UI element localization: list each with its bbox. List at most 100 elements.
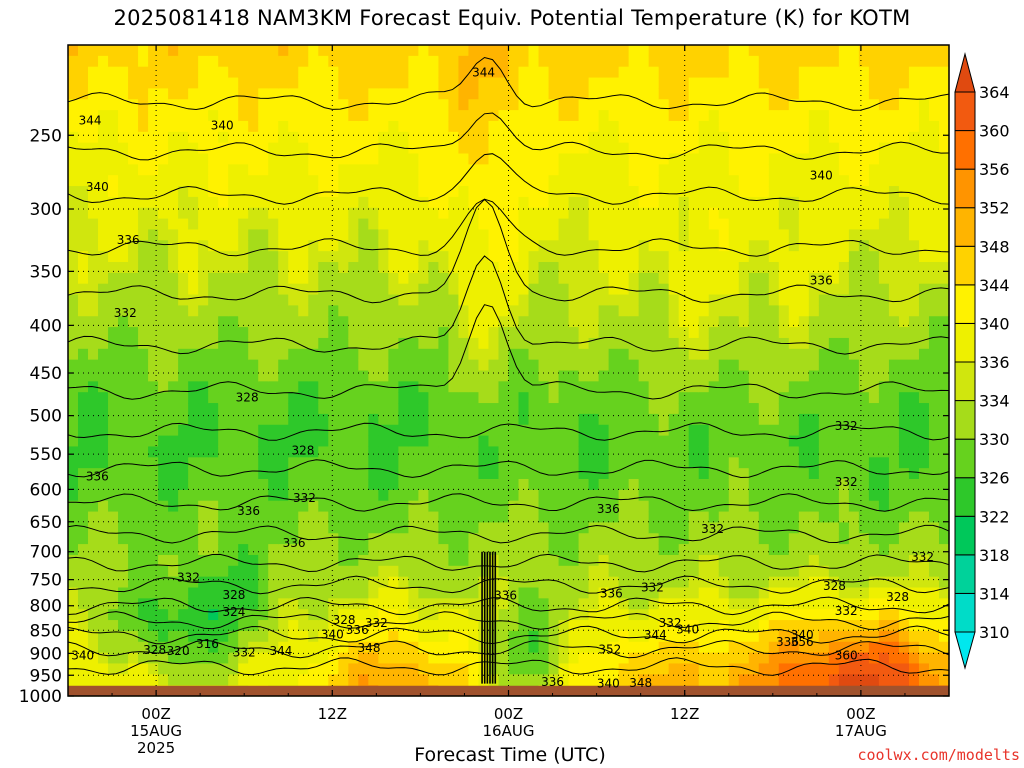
field-cell: [288, 164, 299, 176]
field-cell: [648, 45, 660, 57]
field-cell: [308, 142, 319, 155]
field-cell: [618, 522, 630, 534]
field-cell: [848, 457, 860, 469]
field-cell: [878, 186, 890, 198]
field-cell: [698, 153, 710, 165]
field-cell: [98, 153, 109, 165]
field-cell: [608, 381, 620, 393]
field-cell: [658, 370, 670, 382]
field-cell: [738, 99, 750, 111]
field-cell: [728, 120, 740, 133]
field-cell: [118, 110, 129, 122]
field-cell: [558, 337, 570, 350]
field-cell: [118, 262, 129, 274]
field-cell: [228, 489, 239, 502]
field-cell: [428, 88, 440, 100]
field-cell: [78, 120, 89, 133]
field-cell: [178, 446, 189, 458]
field-cell: [358, 88, 369, 100]
field-cell: [68, 327, 79, 339]
field-cell: [278, 641, 289, 654]
field-cell: [628, 424, 640, 437]
field-cell: [768, 120, 780, 133]
field-cell: [528, 327, 540, 339]
field-cell: [218, 99, 229, 111]
field-cell: [108, 207, 119, 220]
field-cell: [678, 598, 690, 610]
field-cell: [528, 196, 540, 209]
field-cell: [418, 120, 430, 133]
field-cell: [558, 533, 570, 545]
field-cell: [808, 609, 820, 621]
field-cell: [818, 468, 830, 480]
field-cell: [858, 359, 870, 372]
field-cell: [448, 630, 460, 643]
field-cell: [398, 196, 409, 209]
field-cell: [278, 576, 289, 589]
field-cell: [178, 251, 189, 263]
field-cell: [848, 110, 860, 122]
field-cell: [818, 55, 830, 68]
field-cell: [108, 218, 119, 231]
field-cell: [208, 500, 219, 513]
field-cell: [268, 359, 279, 372]
field-cell: [468, 218, 480, 231]
field-cell: [338, 609, 349, 621]
field-cell: [468, 500, 480, 513]
field-cell: [548, 45, 560, 57]
field-cell: [578, 554, 590, 567]
field-cell: [758, 327, 770, 339]
field-cell: [528, 186, 540, 198]
field-cell: [428, 229, 440, 241]
field-cell: [748, 251, 760, 263]
field-cell: [638, 305, 650, 317]
field-cell: [718, 609, 730, 621]
field-cell: [568, 77, 580, 89]
field-cell: [128, 620, 139, 632]
field-cell: [318, 533, 329, 545]
field-cell: [888, 294, 900, 306]
field-cell: [498, 283, 510, 296]
field-cell: [488, 511, 500, 523]
field-cell: [778, 533, 790, 545]
field-cell: [778, 153, 790, 165]
field-cell: [488, 576, 500, 589]
field-cell: [248, 576, 259, 589]
chart-title: 2025081418 NAM3KM Forecast Equiv. Potent…: [113, 6, 911, 30]
field-cell: [548, 544, 560, 556]
field-cell: [78, 359, 89, 372]
field-cell: [228, 272, 239, 285]
field-cell: [598, 370, 610, 382]
field-cell: [88, 88, 99, 100]
field-cell: [748, 272, 760, 285]
field-cell: [798, 316, 810, 328]
field-cell: [428, 370, 440, 382]
field-cell: [678, 262, 690, 274]
field-cell: [298, 674, 309, 686]
field-cell: [168, 218, 179, 231]
field-cell: [878, 45, 890, 57]
field-cell: [728, 66, 740, 79]
field-cell: [528, 120, 540, 133]
field-cell: [248, 381, 259, 393]
field-cell: [628, 479, 640, 491]
field-cell: [438, 620, 450, 632]
field-cell: [348, 652, 359, 665]
field-cell: [758, 620, 770, 632]
field-cell: [218, 327, 229, 339]
field-cell: [568, 674, 580, 686]
field-cell: [368, 348, 379, 361]
field-cell: [578, 55, 590, 68]
field-cell: [738, 272, 750, 285]
field-cell: [618, 424, 630, 437]
field-cell: [798, 630, 810, 643]
field-cell: [448, 305, 460, 317]
field-cell: [488, 110, 500, 122]
field-cell: [268, 327, 279, 339]
field-cell: [628, 468, 640, 480]
field-cell: [538, 511, 550, 523]
field-cell: [428, 533, 440, 545]
field-cell: [288, 370, 299, 382]
field-cell: [818, 403, 830, 415]
field-cell: [598, 403, 610, 415]
